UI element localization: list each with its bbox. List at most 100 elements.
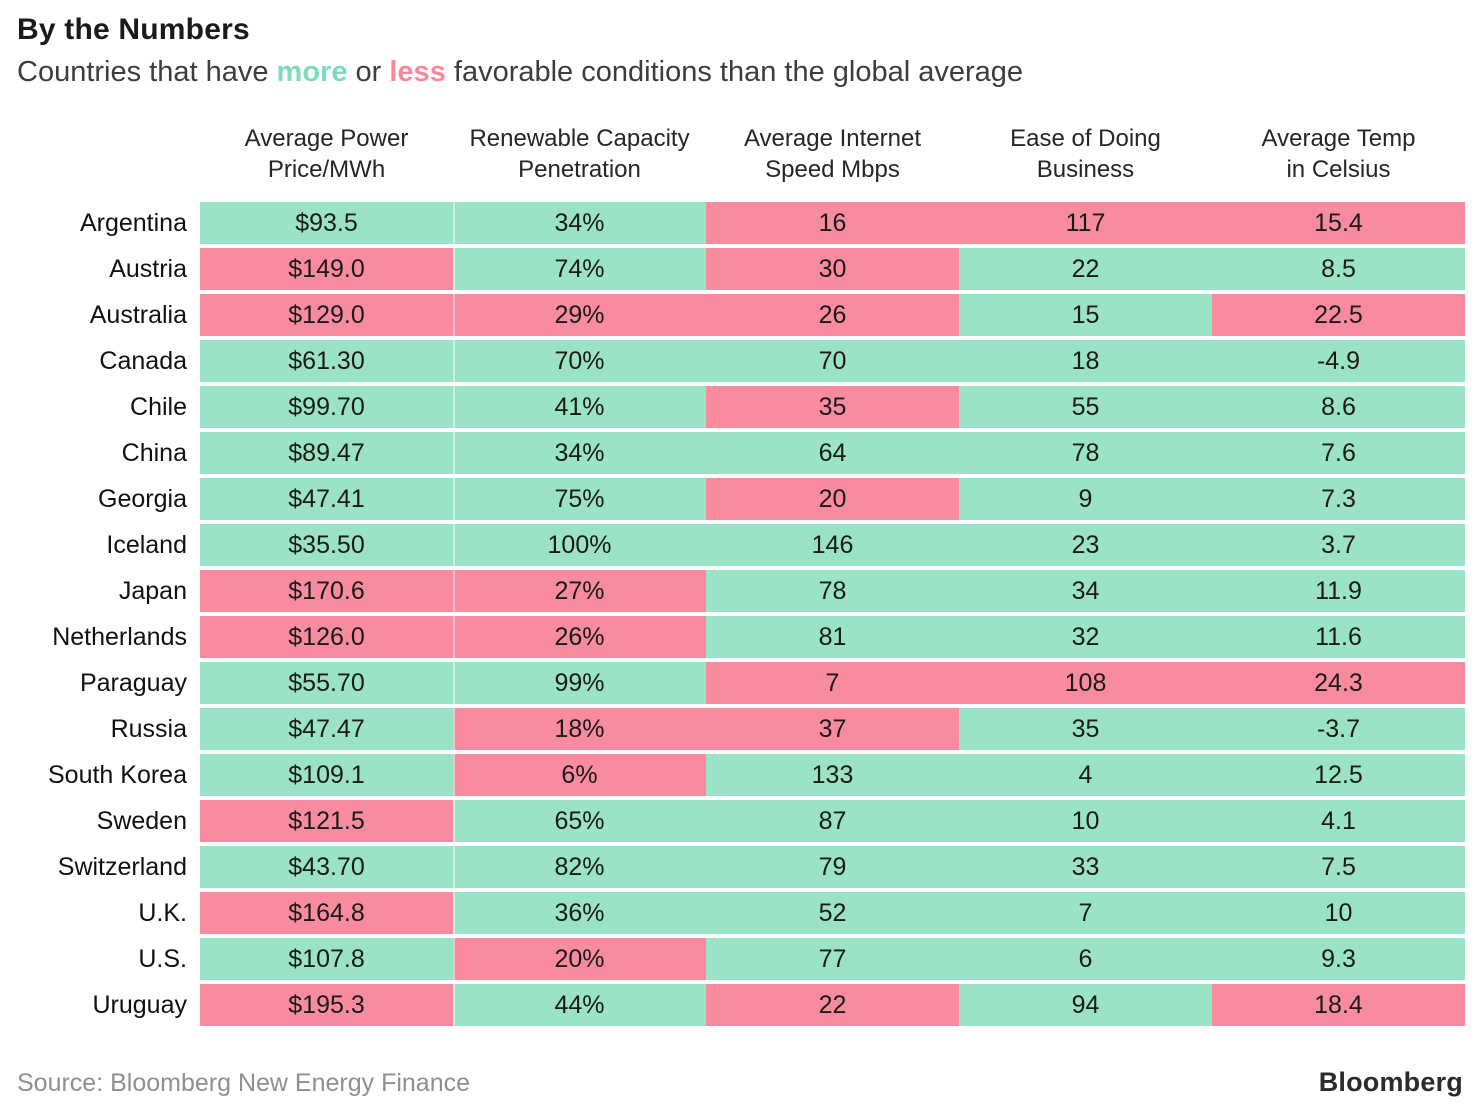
cell-business: 34 — [959, 570, 1212, 612]
cell-temp: 7.3 — [1212, 478, 1465, 520]
table-row: Uruguay $195.3 44% 22 94 18.4 — [0, 984, 1480, 1026]
cell-temp: 8.6 — [1212, 386, 1465, 428]
cell-power-price: $99.70 — [200, 386, 453, 428]
cell-internet: 146 — [706, 524, 959, 566]
legend-more: more — [276, 56, 348, 88]
cell-temp: 18.4 — [1212, 984, 1465, 1026]
row-label-country: China — [121, 439, 187, 467]
row-label-country: Iceland — [106, 531, 187, 559]
cell-internet: 77 — [706, 938, 959, 980]
cell-power-price: $93.5 — [200, 202, 453, 244]
table-row: Netherlands $126.0 26% 81 32 11.6 — [0, 616, 1480, 658]
cell-business: 15 — [959, 294, 1212, 336]
row-label-country: U.K. — [138, 899, 187, 927]
cell-internet: 22 — [706, 984, 959, 1026]
cell-temp: 7.6 — [1212, 432, 1465, 474]
cell-business: 4 — [959, 754, 1212, 796]
cell-power-price: $164.8 — [200, 892, 453, 934]
column-header-power-price: Average Power Price/MWh — [244, 125, 409, 183]
cell-renewable: 34% — [453, 432, 706, 474]
source-credit: Source: Bloomberg New Energy Finance — [17, 1069, 471, 1097]
cell-power-price: $35.50 — [200, 524, 453, 566]
cell-power-price: $47.41 — [200, 478, 453, 520]
cell-power-price: $107.8 — [200, 938, 453, 980]
table-row: Austria $149.0 74% 30 22 8.5 — [0, 248, 1480, 290]
table-row: China $89.47 34% 64 78 7.6 — [0, 432, 1480, 474]
cell-renewable: 20% — [453, 938, 706, 980]
cell-renewable: 70% — [453, 340, 706, 382]
table-row: Switzerland $43.70 82% 79 33 7.5 — [0, 846, 1480, 888]
row-label-country: Netherlands — [52, 623, 187, 651]
cell-business: 78 — [959, 432, 1212, 474]
row-label-country: Uruguay — [92, 991, 188, 1019]
cell-business: 9 — [959, 478, 1212, 520]
cell-renewable: 18% — [453, 708, 706, 750]
cell-renewable: 26% — [453, 616, 706, 658]
cell-internet: 79 — [706, 846, 959, 888]
table-row: Georgia $47.41 75% 20 9 7.3 — [0, 478, 1480, 520]
row-label-country: Australia — [89, 301, 187, 329]
cell-renewable: 29% — [453, 294, 706, 336]
cell-temp: 4.1 — [1212, 800, 1465, 842]
cell-renewable: 75% — [453, 478, 706, 520]
page-title: By the Numbers — [17, 13, 250, 46]
cell-renewable: 99% — [453, 662, 706, 704]
table-row: Paraguay $55.70 99% 7 108 24.3 — [0, 662, 1480, 704]
cell-power-price: $126.0 — [200, 616, 453, 658]
table-row: Australia $129.0 29% 26 15 22.5 — [0, 294, 1480, 336]
cell-internet: 70 — [706, 340, 959, 382]
cell-internet: 37 — [706, 708, 959, 750]
column-header-internet: Average Internet Speed Mbps — [743, 125, 921, 183]
cell-business: 22 — [959, 248, 1212, 290]
column-header-renewable: Renewable Capacity Penetration — [469, 125, 690, 183]
cell-renewable: 82% — [453, 846, 706, 888]
cell-power-price: $43.70 — [200, 846, 453, 888]
chart-footer: Source: Bloomberg New Energy Finance Blo… — [17, 1067, 1463, 1098]
legend-less: less — [389, 56, 446, 88]
cell-temp: 3.7 — [1212, 524, 1465, 566]
row-label-country: Canada — [99, 347, 187, 375]
subtitle-text: or — [347, 56, 390, 88]
row-label-country: Switzerland — [57, 853, 187, 881]
cell-renewable: 34% — [453, 202, 706, 244]
cell-temp: -3.7 — [1212, 708, 1465, 750]
cell-business: 32 — [959, 616, 1212, 658]
table-row: Russia $47.47 18% 37 35 -3.7 — [0, 708, 1480, 750]
row-label-country: Chile — [130, 393, 187, 421]
cell-power-price: $89.47 — [200, 432, 453, 474]
cell-internet: 20 — [706, 478, 959, 520]
column-headers: Average Power Price/MWh Renewable Capacity… — [200, 123, 1465, 185]
cell-internet: 30 — [706, 248, 959, 290]
cell-internet: 52 — [706, 892, 959, 934]
cell-internet: 81 — [706, 616, 959, 658]
chart-header: By the Numbers Countries that have more … — [0, 0, 1480, 89]
table-row: Canada $61.30 70% 70 18 -4.9 — [0, 340, 1480, 382]
row-label-country: Sweden — [96, 807, 187, 835]
cell-power-price: $121.5 — [200, 800, 453, 842]
cell-renewable: 6% — [453, 754, 706, 796]
table-row: Sweden $121.5 65% 87 10 4.1 — [0, 800, 1480, 842]
cell-business: 108 — [959, 662, 1212, 704]
row-label-country: Russia — [110, 715, 187, 743]
row-label-country: Austria — [109, 255, 187, 283]
cell-renewable: 44% — [453, 984, 706, 1026]
cell-business: 35 — [959, 708, 1212, 750]
cell-renewable: 41% — [453, 386, 706, 428]
cell-power-price: $61.30 — [200, 340, 453, 382]
column-header-temp: Average Temp in Celsius — [1261, 125, 1416, 183]
cell-internet: 26 — [706, 294, 959, 336]
cell-internet: 16 — [706, 202, 959, 244]
cell-temp: 11.9 — [1212, 570, 1465, 612]
cell-renewable: 65% — [453, 800, 706, 842]
cell-temp: 7.5 — [1212, 846, 1465, 888]
row-label-country: Paraguay — [79, 669, 187, 697]
bloomberg-logo: Bloomberg — [1318, 1067, 1463, 1097]
row-label-country: U.S. — [138, 945, 187, 973]
row-label-country: South Korea — [48, 761, 187, 789]
cell-power-price: $55.70 — [200, 662, 453, 704]
cell-temp: 15.4 — [1212, 202, 1465, 244]
table-row: Chile $99.70 41% 35 55 8.6 — [0, 386, 1480, 428]
cell-power-price: $195.3 — [200, 984, 453, 1026]
cell-renewable: 74% — [453, 248, 706, 290]
